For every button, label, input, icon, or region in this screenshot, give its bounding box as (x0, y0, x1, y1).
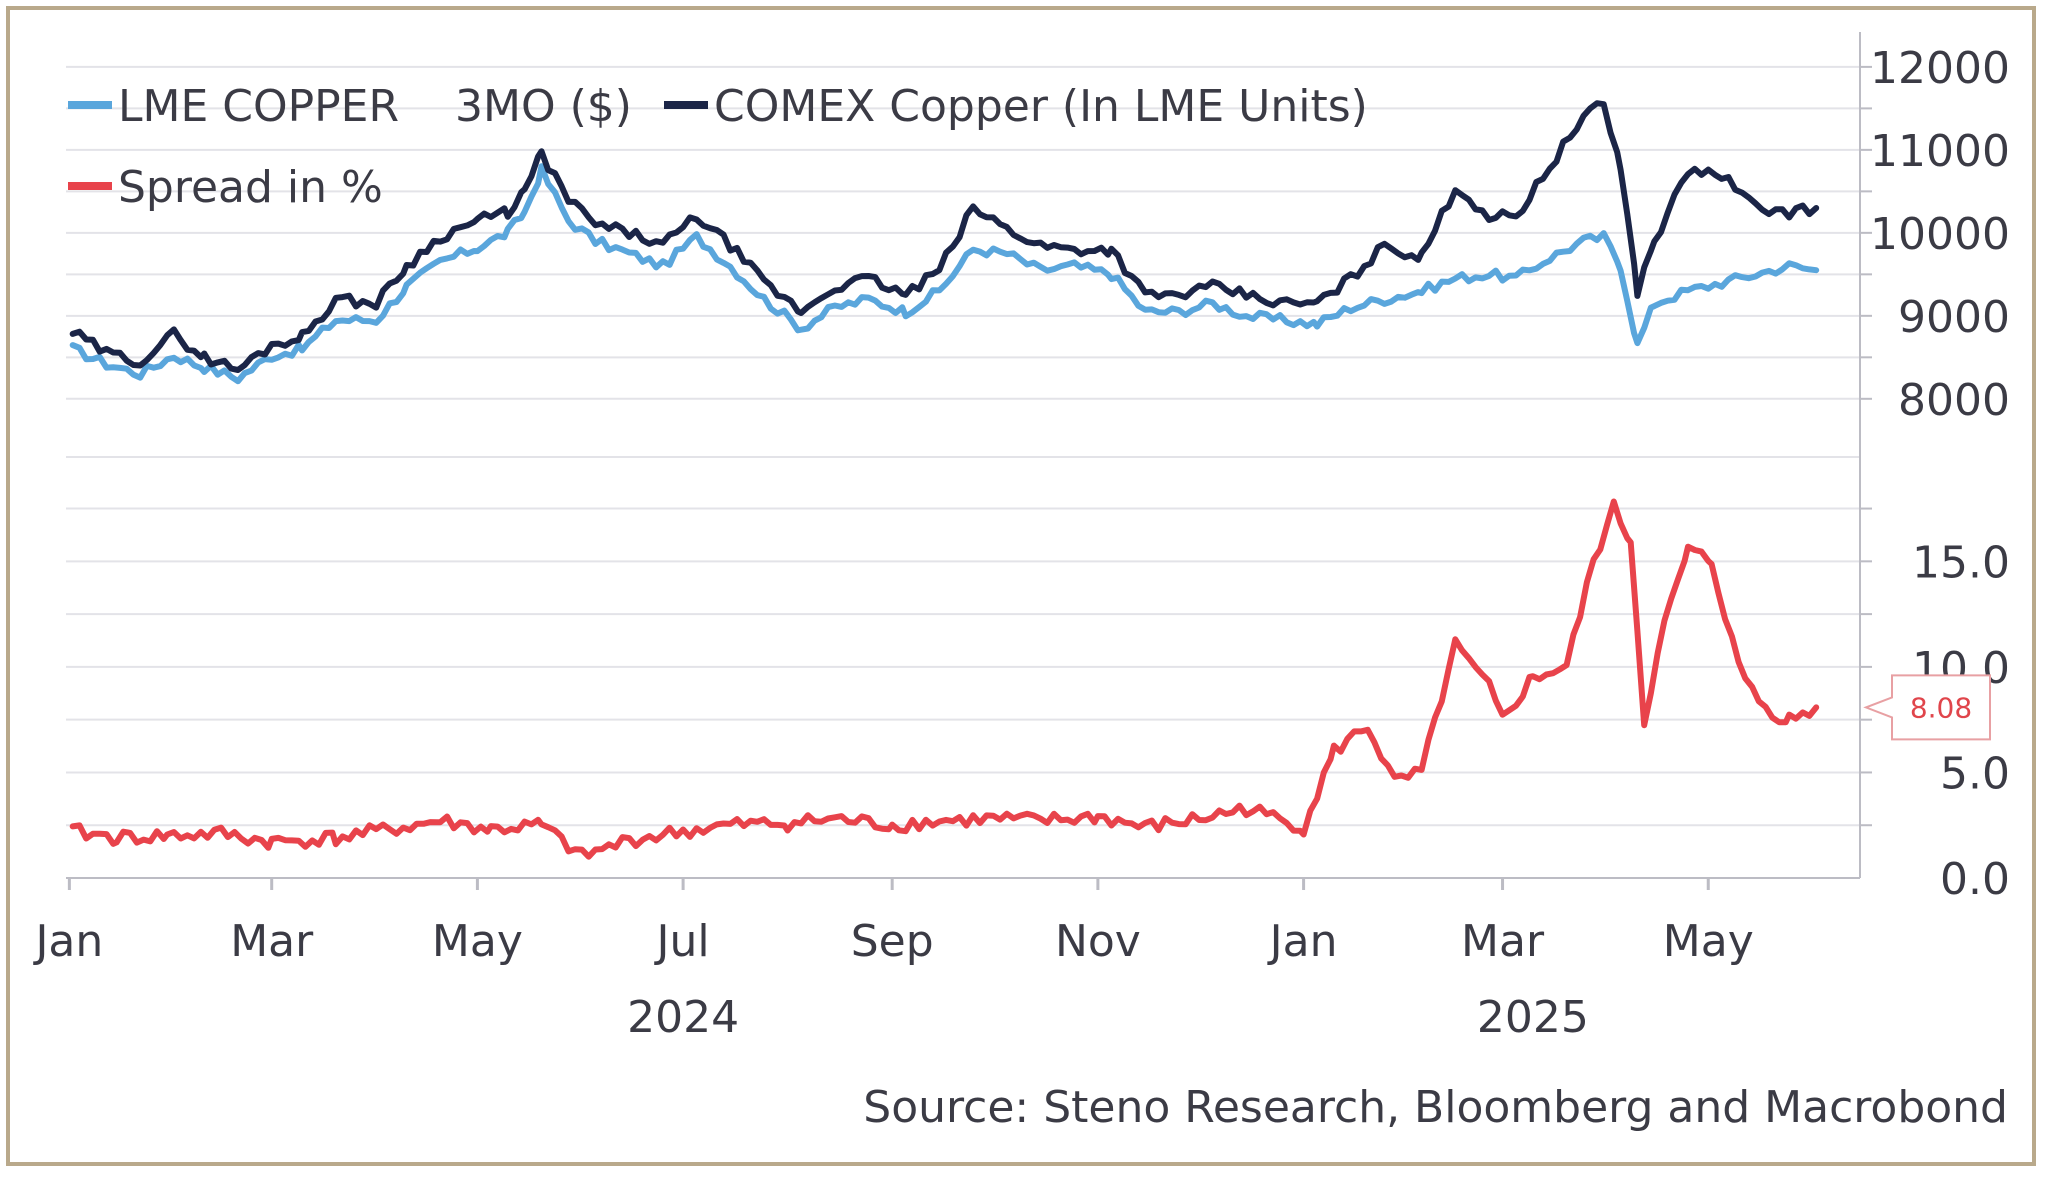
series-line-spread (69, 498, 1820, 860)
top-y-tick-label: 12000 (1870, 43, 2010, 94)
bottom-y-tick-label: 15.0 (1912, 537, 2010, 588)
x-tick-label: Nov (1055, 916, 1141, 967)
bottom-y-tick-labels: 0.05.010.015.0 (1912, 537, 2010, 905)
x-tick-label: Mar (1461, 916, 1545, 967)
bottom-y-tick-label: 0.0 (1940, 854, 2010, 905)
legend-label-lme: LME COPPER 3MO ($) (118, 81, 632, 132)
top-y-tick-label: 8000 (1898, 375, 2010, 426)
x-tick-marks (67, 878, 1710, 890)
x-tick-label: Mar (230, 916, 314, 967)
legend: LME COPPER 3MO ($) COMEX Copper (In LME … (68, 81, 1368, 213)
callout-box (1863, 674, 1991, 741)
x-tick-label: Jan (1267, 916, 1338, 967)
x-tick-label: May (432, 916, 523, 967)
top-y-tick-label: 11000 (1870, 126, 2010, 177)
top-y-tick-labels: 8000 9000 10000 11000 12000 (1870, 43, 2010, 426)
chart-frame (6, 6, 2036, 1166)
x-tick-label: Sep (851, 916, 934, 967)
series-line-comex-copper (69, 100, 1820, 373)
top-y-tick-label: 10000 (1870, 209, 2010, 260)
series-lines (69, 100, 1820, 860)
source-note: Source: Steno Research, Bloomberg and Ma… (863, 1082, 2008, 1133)
callout-label: 8.08 (1910, 691, 1972, 724)
legend-label-comex: COMEX Copper (In LME Units) (714, 81, 1368, 132)
year-label: 2024 (627, 992, 739, 1043)
x-tick-label: May (1663, 916, 1754, 967)
year-label: 2025 (1477, 992, 1589, 1043)
bottom-panel-grid (66, 507, 1872, 827)
x-tick-label: Jan (32, 916, 103, 967)
last-value-callout: 8.08 (1863, 674, 1991, 741)
legend-label-spread: Spread in % (118, 162, 383, 213)
x-tick-label: Jul (654, 916, 710, 967)
top-y-tick-label: 9000 (1898, 292, 2010, 343)
series-line-lme-copper (69, 163, 1820, 385)
bottom-y-tick-label: 5.0 (1940, 748, 2010, 799)
x-tick-labels: Jan Mar May Jul Sep Nov Jan Mar May (32, 916, 1753, 967)
year-labels: 2024 2025 (627, 992, 1589, 1043)
